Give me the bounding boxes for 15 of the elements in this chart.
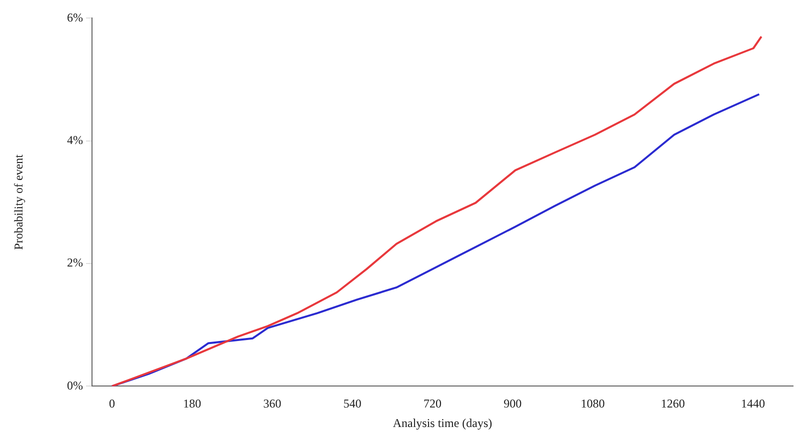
x-tick-label: 360 xyxy=(263,396,282,411)
x-axis-title: Analysis time (days) xyxy=(392,416,492,430)
x-tick-label: 540 xyxy=(343,396,362,411)
y-tick-label: 4% xyxy=(67,133,83,148)
y-tick-label: 6% xyxy=(67,10,83,24)
x-tick-label: 180 xyxy=(183,396,202,411)
y-tick-label: 2% xyxy=(67,256,83,270)
x-tick-label: 1440 xyxy=(740,396,765,411)
y-axis-title: Probability of event xyxy=(11,154,26,250)
y-tick-label: 0% xyxy=(67,378,83,392)
x-tick-label: 0 xyxy=(109,396,116,411)
x-tick-label: 1260 xyxy=(660,396,685,411)
x-tick-label: 900 xyxy=(504,396,522,411)
x-tick-label: 1080 xyxy=(580,396,605,411)
x-tick-label: 720 xyxy=(423,396,442,411)
